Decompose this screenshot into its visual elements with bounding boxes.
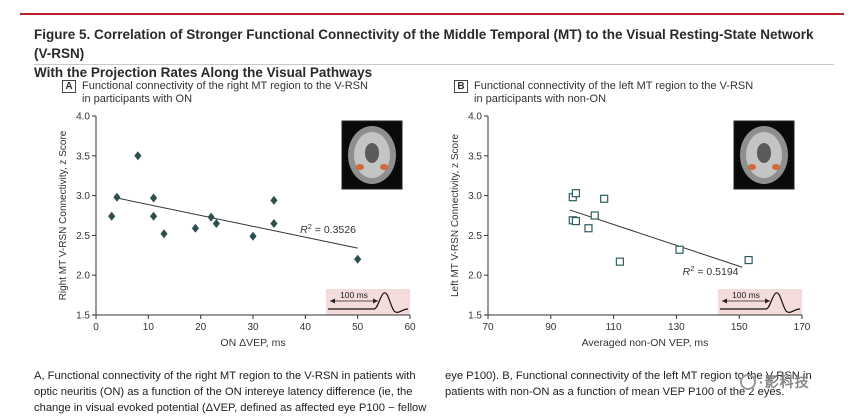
r-squared-annotation: R2 = 0.3526 <box>300 222 356 236</box>
y-tick-label: 4.0 <box>76 112 90 123</box>
x-tick-label: 90 <box>545 322 557 333</box>
y-tick-label: 2.5 <box>468 231 482 242</box>
r-value: = 0.5194 <box>694 266 738 278</box>
data-point <box>149 193 158 203</box>
x-tick-label: 150 <box>731 322 748 333</box>
panel-b-header: B Functional connectivity of the left MT … <box>454 80 753 106</box>
data-point <box>270 195 278 205</box>
data-point <box>571 216 581 226</box>
x-tick-label: 40 <box>300 322 312 333</box>
data-point <box>270 218 278 228</box>
r-exponent: 2 <box>308 222 312 231</box>
panel-b-letter: B <box>454 80 468 93</box>
panel-a-header: A Functional connectivity of the right MT… <box>62 80 368 106</box>
x-axis-label: ON ΔVEP, ms <box>220 337 285 349</box>
data-point <box>149 211 158 221</box>
brain-activation-right <box>772 164 780 170</box>
x-tick-label: 10 <box>143 322 155 333</box>
panel-b-title-line2: in participants with non-ON <box>474 93 607 105</box>
x-tick-label: 170 <box>794 322 811 333</box>
x-tick-label: 130 <box>668 322 685 333</box>
figure-title-line2: With the Projection Rates Along the Visu… <box>34 65 373 80</box>
panel-a-letter: A <box>62 80 76 93</box>
x-tick-label: 50 <box>352 322 364 333</box>
data-point <box>600 194 609 203</box>
data-point <box>191 223 200 233</box>
x-tick-label: 110 <box>606 322 622 333</box>
inset-scale-label: 100 ms <box>732 290 760 300</box>
watermark-text: ·影科技 <box>759 374 810 390</box>
data-point <box>590 211 599 220</box>
x-tick-label: 30 <box>247 322 259 333</box>
brain-ventricle-shape <box>365 143 379 163</box>
x-tick-label: 0 <box>93 322 99 333</box>
y-tick-label: 3.5 <box>468 151 482 162</box>
x-axis-label: Averaged non-ON VEP, ms <box>582 337 709 349</box>
r-value: = 0.3526 <box>312 224 356 236</box>
x-tick-label: 60 <box>404 322 416 333</box>
data-point <box>744 255 753 265</box>
y-tick-label: 3.5 <box>76 151 90 162</box>
x-tick-label: 70 <box>482 322 494 333</box>
vep-inset-box <box>326 289 410 315</box>
x-tick-label: 20 <box>195 322 207 333</box>
vep-inset-box <box>718 289 802 315</box>
vep-waveform-icon <box>720 292 801 313</box>
data-point <box>160 229 168 239</box>
brain-activation-right <box>380 164 388 170</box>
y-axis-label: Left MT V-RSN Connectivity, z Score <box>450 134 461 297</box>
y-tick-label: 1.5 <box>76 311 90 322</box>
r-label: R <box>300 224 308 236</box>
panel-a-title-line1: Functional connectivity of the right MT … <box>82 80 368 92</box>
y-tick-label: 3.0 <box>468 191 482 202</box>
figure-title-line1: Figure 5. Correlation of Stronger Functi… <box>34 27 814 61</box>
data-point <box>113 192 121 202</box>
r-squared-annotation: R2 = 0.5194 <box>683 264 739 278</box>
title-rule <box>34 64 834 65</box>
data-point <box>207 212 215 222</box>
data-point <box>571 189 581 198</box>
watermark-logo-icon <box>740 374 756 390</box>
y-tick-label: 2.5 <box>76 231 90 242</box>
data-point <box>615 257 624 266</box>
y-tick-label: 2.0 <box>76 271 90 282</box>
caption-a: A, Functional connectivity of the right … <box>34 370 427 414</box>
panel-a-title-line2: in participants with ON <box>82 93 193 105</box>
data-point <box>134 151 142 161</box>
data-point <box>108 211 116 221</box>
y-tick-label: 3.0 <box>76 191 90 202</box>
figure-title: Figure 5. Correlation of Stronger Functi… <box>34 25 834 82</box>
panel-b-title-line1: Functional connectivity of the left MT r… <box>474 80 754 92</box>
inset-scale-arrows-icon <box>330 298 378 304</box>
data-point <box>354 254 362 264</box>
regression-line <box>116 197 358 249</box>
watermark: ·影科技 <box>740 372 810 392</box>
brain-activation-left <box>748 164 756 170</box>
y-tick-label: 4.0 <box>468 112 482 123</box>
top-rule <box>20 13 844 15</box>
data-point <box>249 231 257 241</box>
r-label: R <box>683 266 691 278</box>
brain-ventricle-shape <box>757 143 771 163</box>
inset-scale-arrows-icon <box>722 298 770 304</box>
data-point <box>584 224 593 233</box>
r-exponent: 2 <box>690 264 694 273</box>
y-tick-label: 2.0 <box>468 271 482 282</box>
caption-b: eye P100). B, Functional connectivity of… <box>445 370 812 398</box>
vep-waveform-icon <box>328 292 409 313</box>
y-axis-label: Right MT V-RSN Connectivity, z Score <box>58 130 69 300</box>
y-tick-label: 1.5 <box>468 311 482 322</box>
data-point <box>675 245 684 254</box>
data-point <box>212 218 220 228</box>
inset-scale-label: 100 ms <box>340 290 368 300</box>
brain-activation-left <box>356 164 364 170</box>
